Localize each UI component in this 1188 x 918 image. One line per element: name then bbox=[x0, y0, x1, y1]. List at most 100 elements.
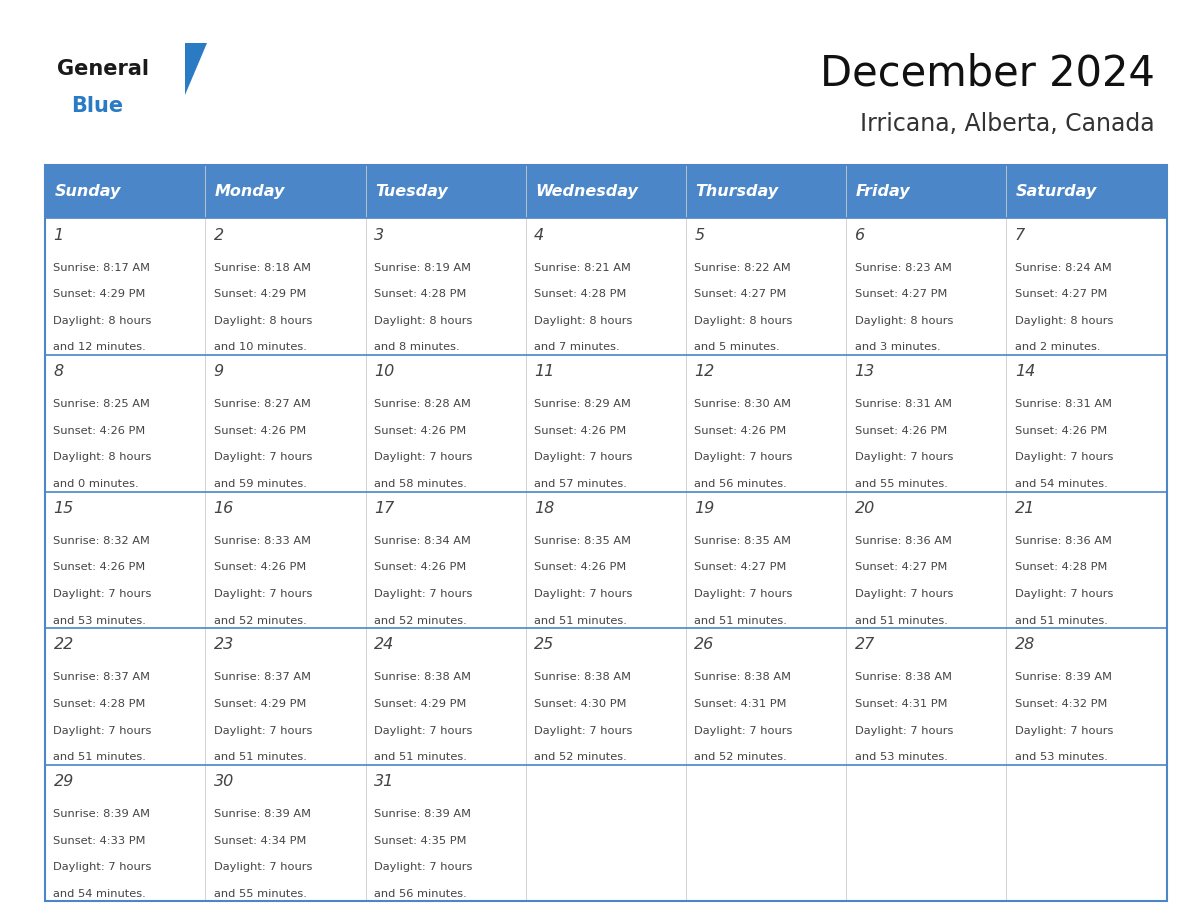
Text: Sunrise: 8:29 AM: Sunrise: 8:29 AM bbox=[535, 399, 631, 409]
Text: and 52 minutes.: and 52 minutes. bbox=[535, 752, 627, 762]
Text: Daylight: 7 hours: Daylight: 7 hours bbox=[374, 589, 473, 599]
Text: 6: 6 bbox=[854, 228, 865, 242]
Text: Sunrise: 8:38 AM: Sunrise: 8:38 AM bbox=[854, 672, 952, 682]
Bar bbox=[685, 355, 846, 492]
Text: and 53 minutes.: and 53 minutes. bbox=[854, 752, 947, 762]
Text: Daylight: 7 hours: Daylight: 7 hours bbox=[854, 453, 953, 463]
Text: Sunrise: 8:37 AM: Sunrise: 8:37 AM bbox=[214, 672, 311, 682]
Text: and 59 minutes.: and 59 minutes. bbox=[214, 479, 307, 489]
Text: 23: 23 bbox=[214, 637, 234, 653]
Text: Daylight: 7 hours: Daylight: 7 hours bbox=[214, 589, 312, 599]
Text: Sunrise: 8:25 AM: Sunrise: 8:25 AM bbox=[53, 399, 151, 409]
Text: Sunset: 4:26 PM: Sunset: 4:26 PM bbox=[374, 563, 466, 573]
Bar bbox=[206, 492, 366, 628]
Text: Sunrise: 8:38 AM: Sunrise: 8:38 AM bbox=[694, 672, 791, 682]
Text: Sunset: 4:28 PM: Sunset: 4:28 PM bbox=[374, 289, 466, 299]
Text: and 0 minutes.: and 0 minutes. bbox=[53, 479, 139, 489]
Bar bbox=[526, 355, 685, 492]
Text: Sunset: 4:30 PM: Sunset: 4:30 PM bbox=[535, 699, 626, 709]
Text: and 53 minutes.: and 53 minutes. bbox=[1015, 752, 1107, 762]
Text: and 10 minutes.: and 10 minutes. bbox=[214, 342, 307, 353]
Text: Sunrise: 8:31 AM: Sunrise: 8:31 AM bbox=[1015, 399, 1112, 409]
Bar bbox=[206, 355, 366, 492]
Text: Sunset: 4:26 PM: Sunset: 4:26 PM bbox=[694, 426, 786, 436]
Text: Sunrise: 8:38 AM: Sunrise: 8:38 AM bbox=[535, 672, 631, 682]
Bar bbox=[366, 218, 526, 355]
Text: Sunset: 4:26 PM: Sunset: 4:26 PM bbox=[1015, 426, 1107, 436]
Text: Daylight: 7 hours: Daylight: 7 hours bbox=[694, 725, 792, 735]
Text: 13: 13 bbox=[854, 364, 874, 379]
Text: 11: 11 bbox=[535, 364, 555, 379]
Bar bbox=[1006, 492, 1167, 628]
Text: Sunrise: 8:27 AM: Sunrise: 8:27 AM bbox=[214, 399, 310, 409]
Text: Daylight: 7 hours: Daylight: 7 hours bbox=[1015, 589, 1113, 599]
Text: Daylight: 7 hours: Daylight: 7 hours bbox=[535, 725, 632, 735]
Bar bbox=[526, 628, 685, 765]
Text: Sunset: 4:33 PM: Sunset: 4:33 PM bbox=[53, 835, 146, 845]
Text: 8: 8 bbox=[53, 364, 64, 379]
Text: and 5 minutes.: and 5 minutes. bbox=[694, 342, 781, 353]
Text: and 56 minutes.: and 56 minutes. bbox=[374, 889, 467, 899]
Text: and 2 minutes.: and 2 minutes. bbox=[1015, 342, 1100, 353]
Text: Daylight: 7 hours: Daylight: 7 hours bbox=[694, 589, 792, 599]
Text: and 58 minutes.: and 58 minutes. bbox=[374, 479, 467, 489]
Text: Daylight: 7 hours: Daylight: 7 hours bbox=[535, 589, 632, 599]
Bar bbox=[685, 218, 846, 355]
Text: Sunrise: 8:35 AM: Sunrise: 8:35 AM bbox=[694, 536, 791, 545]
Text: Sunset: 4:29 PM: Sunset: 4:29 PM bbox=[214, 289, 307, 299]
Text: Daylight: 8 hours: Daylight: 8 hours bbox=[1015, 316, 1113, 326]
Text: Monday: Monday bbox=[215, 185, 285, 199]
Text: Sunset: 4:29 PM: Sunset: 4:29 PM bbox=[374, 699, 466, 709]
Text: Thursday: Thursday bbox=[695, 185, 778, 199]
Bar bbox=[45, 628, 206, 765]
Text: Sunset: 4:27 PM: Sunset: 4:27 PM bbox=[694, 289, 786, 299]
Text: 7: 7 bbox=[1015, 228, 1025, 242]
Text: Sunset: 4:27 PM: Sunset: 4:27 PM bbox=[1015, 289, 1107, 299]
Text: 22: 22 bbox=[53, 637, 74, 653]
Text: 9: 9 bbox=[214, 364, 223, 379]
Text: Sunrise: 8:19 AM: Sunrise: 8:19 AM bbox=[374, 263, 470, 273]
Text: Sunset: 4:29 PM: Sunset: 4:29 PM bbox=[214, 699, 307, 709]
Text: Daylight: 7 hours: Daylight: 7 hours bbox=[374, 725, 473, 735]
Text: Sunrise: 8:32 AM: Sunrise: 8:32 AM bbox=[53, 536, 151, 545]
Text: Sunset: 4:28 PM: Sunset: 4:28 PM bbox=[53, 699, 146, 709]
Text: Sunset: 4:27 PM: Sunset: 4:27 PM bbox=[694, 563, 786, 573]
Bar bbox=[1006, 218, 1167, 355]
Text: Daylight: 8 hours: Daylight: 8 hours bbox=[535, 316, 632, 326]
Text: 4: 4 bbox=[535, 228, 544, 242]
Text: 15: 15 bbox=[53, 501, 74, 516]
Text: and 52 minutes.: and 52 minutes. bbox=[214, 616, 307, 626]
Text: General: General bbox=[57, 59, 148, 79]
Text: Sunset: 4:26 PM: Sunset: 4:26 PM bbox=[535, 563, 626, 573]
Text: 26: 26 bbox=[694, 637, 714, 653]
Text: and 55 minutes.: and 55 minutes. bbox=[854, 479, 947, 489]
Text: 16: 16 bbox=[214, 501, 234, 516]
Text: and 55 minutes.: and 55 minutes. bbox=[214, 889, 307, 899]
Text: Daylight: 7 hours: Daylight: 7 hours bbox=[854, 725, 953, 735]
Text: Daylight: 8 hours: Daylight: 8 hours bbox=[694, 316, 792, 326]
Text: 12: 12 bbox=[694, 364, 714, 379]
Text: and 52 minutes.: and 52 minutes. bbox=[694, 752, 788, 762]
Bar bbox=[45, 765, 206, 901]
Text: Sunset: 4:26 PM: Sunset: 4:26 PM bbox=[53, 563, 146, 573]
Bar bbox=[366, 765, 526, 901]
Text: 19: 19 bbox=[694, 501, 714, 516]
Text: Sunset: 4:26 PM: Sunset: 4:26 PM bbox=[374, 426, 466, 436]
Text: Daylight: 7 hours: Daylight: 7 hours bbox=[214, 453, 312, 463]
Text: Daylight: 7 hours: Daylight: 7 hours bbox=[854, 589, 953, 599]
Text: 5: 5 bbox=[694, 228, 704, 242]
Polygon shape bbox=[185, 43, 207, 95]
Text: Daylight: 7 hours: Daylight: 7 hours bbox=[214, 862, 312, 872]
Bar bbox=[846, 628, 1006, 765]
Text: Sunset: 4:26 PM: Sunset: 4:26 PM bbox=[214, 426, 307, 436]
Text: Daylight: 8 hours: Daylight: 8 hours bbox=[214, 316, 312, 326]
Text: and 51 minutes.: and 51 minutes. bbox=[214, 752, 307, 762]
Text: 3: 3 bbox=[374, 228, 384, 242]
Bar bbox=[846, 355, 1006, 492]
Bar bbox=[846, 765, 1006, 901]
Text: and 51 minutes.: and 51 minutes. bbox=[854, 616, 947, 626]
Bar bbox=[45, 492, 206, 628]
Text: and 57 minutes.: and 57 minutes. bbox=[535, 479, 627, 489]
Text: Daylight: 7 hours: Daylight: 7 hours bbox=[53, 725, 152, 735]
Bar bbox=[526, 492, 685, 628]
